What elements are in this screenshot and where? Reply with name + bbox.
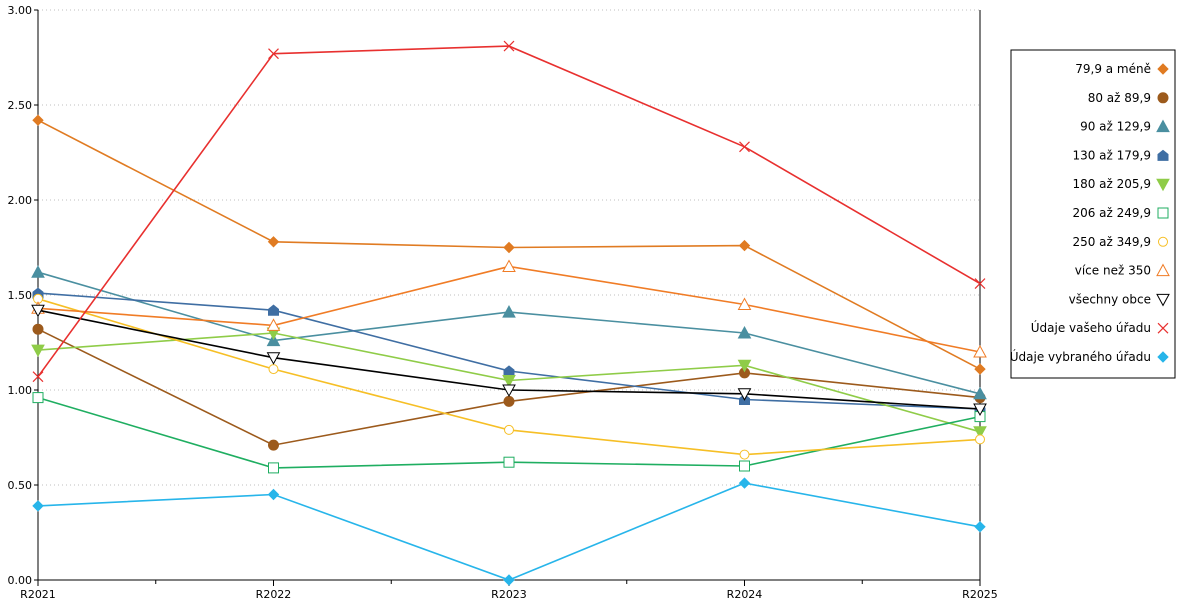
point-4-4: [973, 426, 987, 439]
legend: 79,9 a méně 80 až 89,9 90 až 129,9 130 až 1…: [1010, 49, 1176, 379]
legend-label-7: více než 350: [1075, 264, 1151, 278]
y-tick-label-4: 2.00: [8, 194, 33, 207]
point-2-3: [737, 325, 752, 339]
legend-box: [1010, 49, 1176, 379]
legend-marker-10: [1157, 351, 1169, 363]
point-7-3: [737, 297, 752, 310]
point-0-3: [738, 239, 751, 252]
legend-label-8: všechny obce: [1069, 292, 1151, 306]
x-tick-label-0: R2021: [20, 588, 56, 600]
point-4-3: [737, 359, 752, 373]
point-0-4: [974, 363, 986, 375]
point-2-2: [502, 305, 516, 318]
legend-marker-9: [1157, 322, 1169, 334]
point-0-1: [267, 236, 280, 248]
y-tick-label-2: 1.00: [8, 384, 33, 397]
legend-label-3: 130 až 179,9: [1072, 148, 1151, 162]
series-2: [31, 265, 987, 400]
point-8-3: [737, 388, 752, 401]
point-2-4: [973, 386, 987, 400]
axes: 0.00 0.50 1.00 1.50 2.00 2.50 3.00 R2021 R2022 R2…: [8, 4, 998, 601]
point-9-4: [974, 278, 986, 290]
y-tick-label-1: 0.50: [8, 479, 33, 492]
series-group: [31, 40, 987, 586]
point-10-4: [974, 521, 986, 533]
point-5-2: [503, 456, 515, 468]
legend-marker-3: [1157, 149, 1169, 161]
legend-label-9: Údaje vašeho úřadu: [1031, 320, 1151, 335]
point-1-1: [268, 439, 279, 451]
point-9-1: [268, 48, 279, 60]
point-2-1: [266, 333, 281, 347]
legend-marker-0: [1157, 63, 1169, 75]
x-tick-label-4: R2025: [962, 588, 998, 600]
point-10-3: [738, 477, 751, 489]
series-8: [31, 304, 987, 417]
y-tick-label-6: 3.00: [8, 4, 33, 17]
point-1-0: [32, 323, 44, 335]
y-tick-label-5: 2.50: [8, 99, 33, 112]
legend-marker-5: [1157, 207, 1169, 219]
legend-label-2: 90 až 129,9: [1080, 120, 1151, 134]
point-3-2: [503, 365, 515, 377]
point-5-0: [32, 392, 44, 404]
point-7-1: [266, 318, 281, 331]
legend-marker-2: [1156, 119, 1170, 133]
y-tick-label-0: 0.00: [8, 574, 33, 587]
grid-lines: [38, 9, 980, 486]
series-0: [32, 114, 986, 375]
legend-label-4: 180 až 205,9: [1072, 177, 1151, 191]
point-6-4: [975, 434, 985, 445]
point-9-3: [739, 141, 750, 153]
series-1: [32, 323, 986, 451]
point-6-2: [504, 424, 514, 435]
series-line-9: [37, 45, 981, 378]
point-0-0: [32, 114, 44, 126]
point-5-3: [739, 460, 750, 472]
x-tick-label-3: R2024: [727, 588, 763, 600]
point-8-2: [502, 384, 516, 398]
point-4-0: [31, 344, 45, 358]
series-10: [32, 477, 986, 586]
point-10-2: [503, 574, 515, 586]
point-10-0: [32, 500, 44, 512]
series-line-10: [37, 482, 981, 581]
point-4-2: [502, 375, 516, 388]
point-10-1: [267, 488, 280, 501]
legend-marker-7: [1156, 263, 1170, 277]
point-7-2: [502, 259, 516, 272]
point-5-1: [268, 462, 279, 474]
point-8-1: [266, 352, 281, 365]
point-2-0: [31, 265, 45, 278]
legend-label-1: 80 až 89,9: [1088, 91, 1151, 105]
x-tick-label-1: R2022: [256, 588, 292, 600]
point-8-0: [31, 304, 45, 318]
legend-label-6: 250 až 349,9: [1072, 235, 1151, 249]
legend-marker-8: [1156, 293, 1170, 307]
series-6: [33, 293, 985, 460]
point-6-1: [268, 364, 279, 375]
point-9-0: [32, 371, 44, 383]
legend-marker-6: [1158, 236, 1168, 247]
x-tick-label-2: R2023: [491, 588, 527, 600]
point-8-4: [973, 403, 987, 417]
y-tick-label-3: 1.50: [8, 289, 33, 302]
point-1-2: [503, 395, 515, 407]
point-7-4: [973, 344, 987, 358]
legend-label-5: 206 až 249,9: [1072, 206, 1151, 220]
point-3-1: [268, 304, 279, 316]
legend-label-10: Údaje vybraného úřadu: [1010, 349, 1151, 364]
legend-label-0: 79,9 a méně: [1075, 62, 1151, 76]
legend-marker-1: [1157, 92, 1169, 104]
point-6-3: [739, 449, 750, 460]
point-9-2: [503, 40, 515, 52]
series-9: [32, 40, 986, 383]
legend-marker-4: [1156, 178, 1170, 192]
point-0-2: [503, 241, 515, 254]
